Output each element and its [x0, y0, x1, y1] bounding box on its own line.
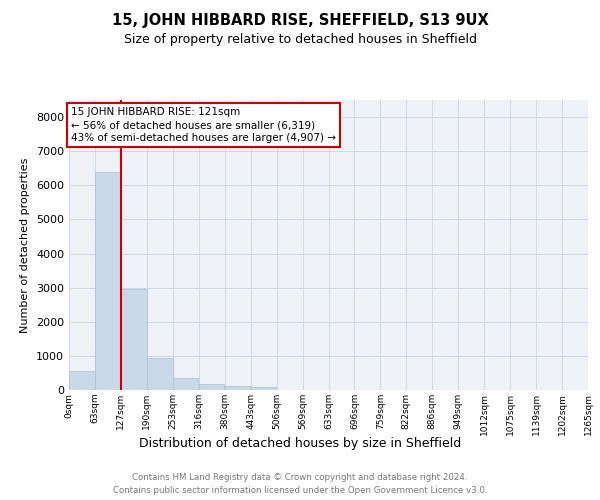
Text: 15 JOHN HIBBARD RISE: 121sqm
← 56% of detached houses are smaller (6,319)
43% of: 15 JOHN HIBBARD RISE: 121sqm ← 56% of de… [71, 107, 336, 143]
Text: Contains HM Land Registry data © Crown copyright and database right 2024.: Contains HM Land Registry data © Crown c… [132, 472, 468, 482]
Bar [69, 370, 95, 390]
Bar [224, 386, 250, 390]
Bar [173, 378, 199, 390]
Text: Distribution of detached houses by size in Sheffield: Distribution of detached houses by size … [139, 438, 461, 450]
Text: Size of property relative to detached houses in Sheffield: Size of property relative to detached ho… [124, 32, 476, 46]
Bar [121, 290, 146, 390]
Y-axis label: Number of detached properties: Number of detached properties [20, 158, 31, 332]
Text: 15, JOHN HIBBARD RISE, SHEFFIELD, S13 9UX: 15, JOHN HIBBARD RISE, SHEFFIELD, S13 9U… [112, 12, 488, 28]
Bar [95, 172, 121, 390]
Bar [147, 358, 173, 390]
Text: Contains public sector information licensed under the Open Government Licence v3: Contains public sector information licen… [113, 486, 487, 495]
Bar [251, 388, 277, 390]
Bar [199, 384, 224, 390]
